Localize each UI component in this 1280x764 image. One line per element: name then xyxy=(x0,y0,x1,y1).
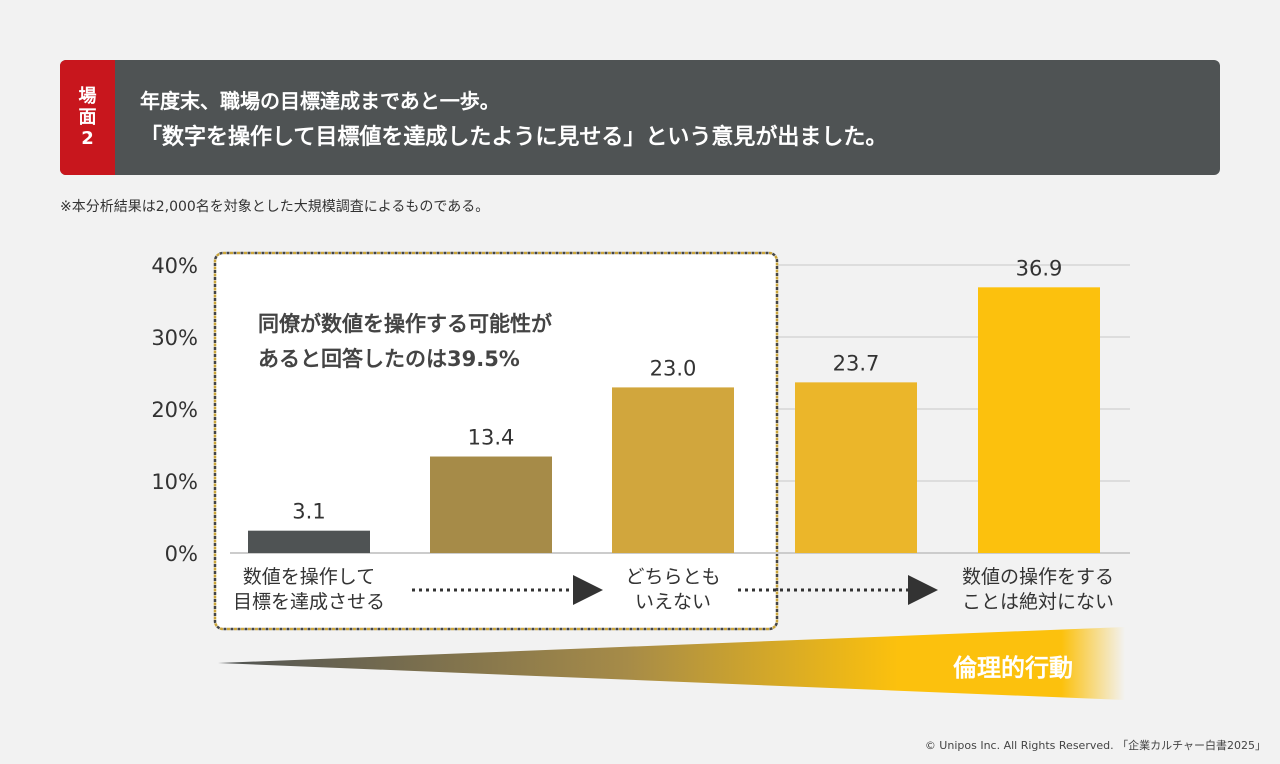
survey-note: ※本分析結果は2,000名を対象とした大規模調査によるものである。 xyxy=(60,199,490,215)
scene-header: 場 面 2 年度末、職場の目標達成まであと一歩。 「数字を操作して目標値を達成し… xyxy=(60,60,1220,175)
annotation-line-2: あると回答したのは39.5% xyxy=(258,347,520,371)
scene-tag-char-2: 面 xyxy=(78,107,97,128)
scene-line-1: 年度末、職場の目標達成まであと一歩。 xyxy=(140,89,500,113)
bar-value-label: 23.7 xyxy=(833,351,880,375)
y-axis-ticks: 0% 10% 20% 30% 40% xyxy=(151,254,198,566)
scene-line-2: 「数字を操作して目標値を達成したように見せる」という意見が出ました。 xyxy=(140,125,888,150)
y-tick-label: 10% xyxy=(151,470,198,494)
y-tick-label: 30% xyxy=(151,326,198,350)
scale-label-left-1: 数値を操作して xyxy=(243,566,375,588)
bar xyxy=(430,456,552,553)
bars xyxy=(248,287,1100,553)
bar-value-label: 13.4 xyxy=(468,426,515,450)
ethical-behavior-label: 倫理的行動 xyxy=(953,654,1073,682)
bar-value-label: 3.1 xyxy=(292,500,325,524)
bar xyxy=(978,287,1100,553)
bar xyxy=(795,382,917,553)
scale-label-left-2: 目標を達成させる xyxy=(233,591,385,613)
annotation-line-1: 同僚が数値を操作する可能性が xyxy=(258,312,552,336)
bar-value-label: 36.9 xyxy=(1016,256,1063,280)
ethical-behavior-band xyxy=(218,627,1125,700)
copyright: © Unipos Inc. All Rights Reserved. 「企業カル… xyxy=(924,739,1266,752)
y-tick-label: 20% xyxy=(151,398,198,422)
scale-label-right-2: ことは絶対にない xyxy=(962,591,1114,613)
scale-label-middle-1: どちらとも xyxy=(625,566,720,588)
scene-tag-char-1: 場 xyxy=(78,86,97,107)
bar-value-label: 23.0 xyxy=(650,356,697,380)
scene-tag-number: 2 xyxy=(81,128,94,149)
scale-label-right-1: 数値の操作をする xyxy=(962,566,1114,588)
y-tick-label: 0% xyxy=(165,542,198,566)
y-tick-label: 40% xyxy=(151,254,198,278)
scale-label-middle-2: いえない xyxy=(635,591,711,613)
bar xyxy=(248,530,370,553)
scene-description: 年度末、職場の目標達成まであと一歩。 「数字を操作して目標値を達成したように見せ… xyxy=(140,87,1200,155)
bar xyxy=(612,387,734,553)
value-labels: 3.1 13.4 23.0 23.7 36.9 xyxy=(292,256,1062,523)
scene-tag: 場 面 2 xyxy=(60,60,115,175)
